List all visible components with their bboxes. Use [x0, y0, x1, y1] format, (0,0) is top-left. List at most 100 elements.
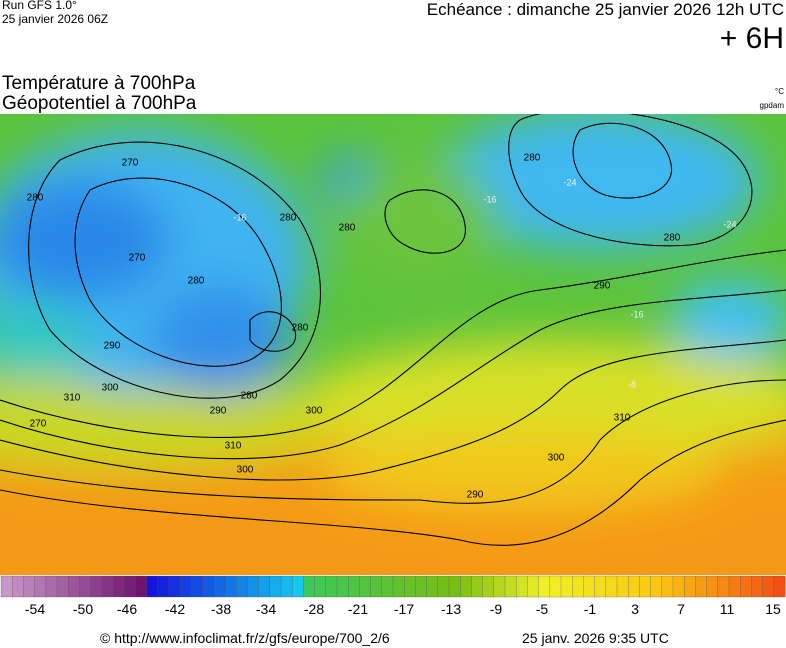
colorbar-swatch — [740, 575, 752, 598]
colorbar: -54 -50 -46 -42 -38 -34 -28 -21 -17 -13 -9 -5 -1 3 7 11… — [0, 575, 786, 617]
contour-label: 280 — [27, 193, 44, 204]
contour-label: 270 — [30, 419, 47, 430]
colorbar-label: -13 — [441, 601, 461, 617]
colorbar-swatch — [527, 575, 540, 598]
colorbar-label: -5 — [536, 601, 549, 617]
isotherm-label: -16 — [483, 194, 496, 204]
geo-unit: gpdam — [760, 101, 785, 110]
colorbar-swatch — [706, 575, 719, 598]
temp-unit: °C — [775, 87, 784, 96]
colorbar-swatch — [538, 575, 551, 598]
contour-label: 280 — [664, 233, 681, 244]
generated: 25 janv. 2026 9:35 UTC — [522, 630, 669, 646]
contour-label: 280 — [339, 223, 356, 234]
colorbar-swatch — [0, 575, 13, 598]
colorbar-swatch — [572, 575, 584, 598]
colorbar-swatch — [493, 575, 506, 598]
colorbar-swatch — [247, 575, 260, 598]
colorbar-swatch — [236, 575, 248, 598]
contour-label: 270 — [122, 158, 139, 169]
colorbar-swatch — [359, 575, 372, 598]
model: Run GFS 1.0° — [2, 0, 77, 12]
colorbar-swatch — [728, 575, 741, 598]
colorbar-swatch — [180, 575, 192, 598]
contour-label: 280 — [524, 153, 541, 164]
colorbar-swatch — [224, 575, 237, 598]
colorbar-label: -38 — [211, 601, 231, 617]
title-geopotential: Géopotentiel à 700hPa — [2, 93, 197, 114]
colorbar-swatch — [336, 575, 349, 598]
contour-label: 290 — [104, 341, 121, 352]
contour-label: 270 — [129, 253, 146, 264]
colorbar-swatch — [605, 575, 618, 598]
colorbar-label: 7 — [677, 601, 685, 617]
colorbar-swatch — [23, 575, 36, 598]
colorbar-swatch — [460, 575, 472, 598]
colorbar-swatch — [348, 575, 360, 598]
contour-label: 280 — [188, 276, 205, 287]
isotherm-label: -8 — [628, 379, 636, 389]
colorbar-swatch — [213, 575, 226, 598]
isotherm-label: -16 — [233, 212, 246, 222]
colorbar-swatch — [560, 575, 573, 598]
colorbar-label: 15 — [765, 601, 781, 617]
colorbar-swatch — [79, 575, 92, 598]
colorbar-swatch — [90, 575, 103, 598]
colorbar-swatch — [650, 575, 663, 598]
colorbar-swatch — [314, 575, 327, 598]
title-temperature: Température à 700hPa — [2, 73, 196, 94]
colorbar-swatch — [751, 575, 764, 598]
source: © http://www.infoclimat.fr/z/gfs/europe/… — [100, 630, 390, 646]
contour-label: 280 — [292, 323, 309, 334]
isotherm-label: -16 — [630, 309, 643, 319]
contour-label: 310 — [614, 413, 631, 424]
contour-label: 310 — [64, 393, 81, 404]
lead-time: + 6H — [720, 22, 784, 55]
colorbar-label: -9 — [490, 601, 503, 617]
colorbar-swatch — [448, 575, 461, 598]
colorbar-swatch — [269, 575, 282, 598]
colorbar-swatch — [56, 575, 69, 598]
colorbar-swatch — [639, 575, 652, 598]
colorbar-label: -17 — [394, 601, 414, 617]
contour-label: 300 — [306, 406, 323, 417]
map: 270 280 270 280 280 280 280 280 290 280 290 300 310 2… — [0, 114, 786, 575]
colorbar-swatch — [773, 575, 786, 598]
colorbar-label: 11 — [720, 601, 735, 617]
run: 25 janvier 2026 06Z — [2, 12, 108, 26]
contour-label: 300 — [548, 453, 565, 464]
colorbar-swatch — [471, 575, 484, 598]
colorbar-swatch — [583, 575, 596, 598]
colorbar-swatch — [258, 575, 271, 598]
colorbar-swatch — [549, 575, 562, 598]
contour-label: 300 — [102, 383, 119, 394]
colorbar-label: -54 — [25, 601, 45, 617]
contour-label: 290 — [594, 281, 611, 292]
colorbar-label: -28 — [304, 601, 324, 617]
colorbar-swatch — [124, 575, 136, 598]
colorbar-swatch — [392, 575, 405, 598]
colorbar-swatch — [415, 575, 428, 598]
colorbar-swatch — [594, 575, 607, 598]
colorbar-label: 3 — [631, 601, 639, 617]
colorbar-swatch — [135, 575, 148, 598]
contour-label: 290 — [467, 490, 484, 501]
colorbar-swatch — [101, 575, 114, 598]
contour-label: 280 — [241, 391, 258, 402]
colorbar-swatch — [381, 575, 394, 598]
colorbar-swatch — [370, 575, 383, 598]
colorbar-swatch — [280, 575, 293, 598]
contour-label: 290 — [210, 406, 227, 417]
colorbar-swatch — [146, 575, 159, 598]
colorbar-swatch — [426, 575, 439, 598]
colorbar-swatch — [516, 575, 528, 598]
colorbar-label: -42 — [165, 601, 185, 617]
colorbar-swatch — [695, 575, 708, 598]
colorbar-swatch — [437, 575, 450, 598]
colorbar-label: -46 — [117, 601, 137, 617]
valid-time: Echéance : dimanche 25 janvier 2026 12h … — [427, 0, 784, 19]
isotherm-label: -24 — [723, 219, 736, 229]
colorbar-swatch — [45, 575, 58, 598]
colorbar-swatch — [12, 575, 24, 598]
